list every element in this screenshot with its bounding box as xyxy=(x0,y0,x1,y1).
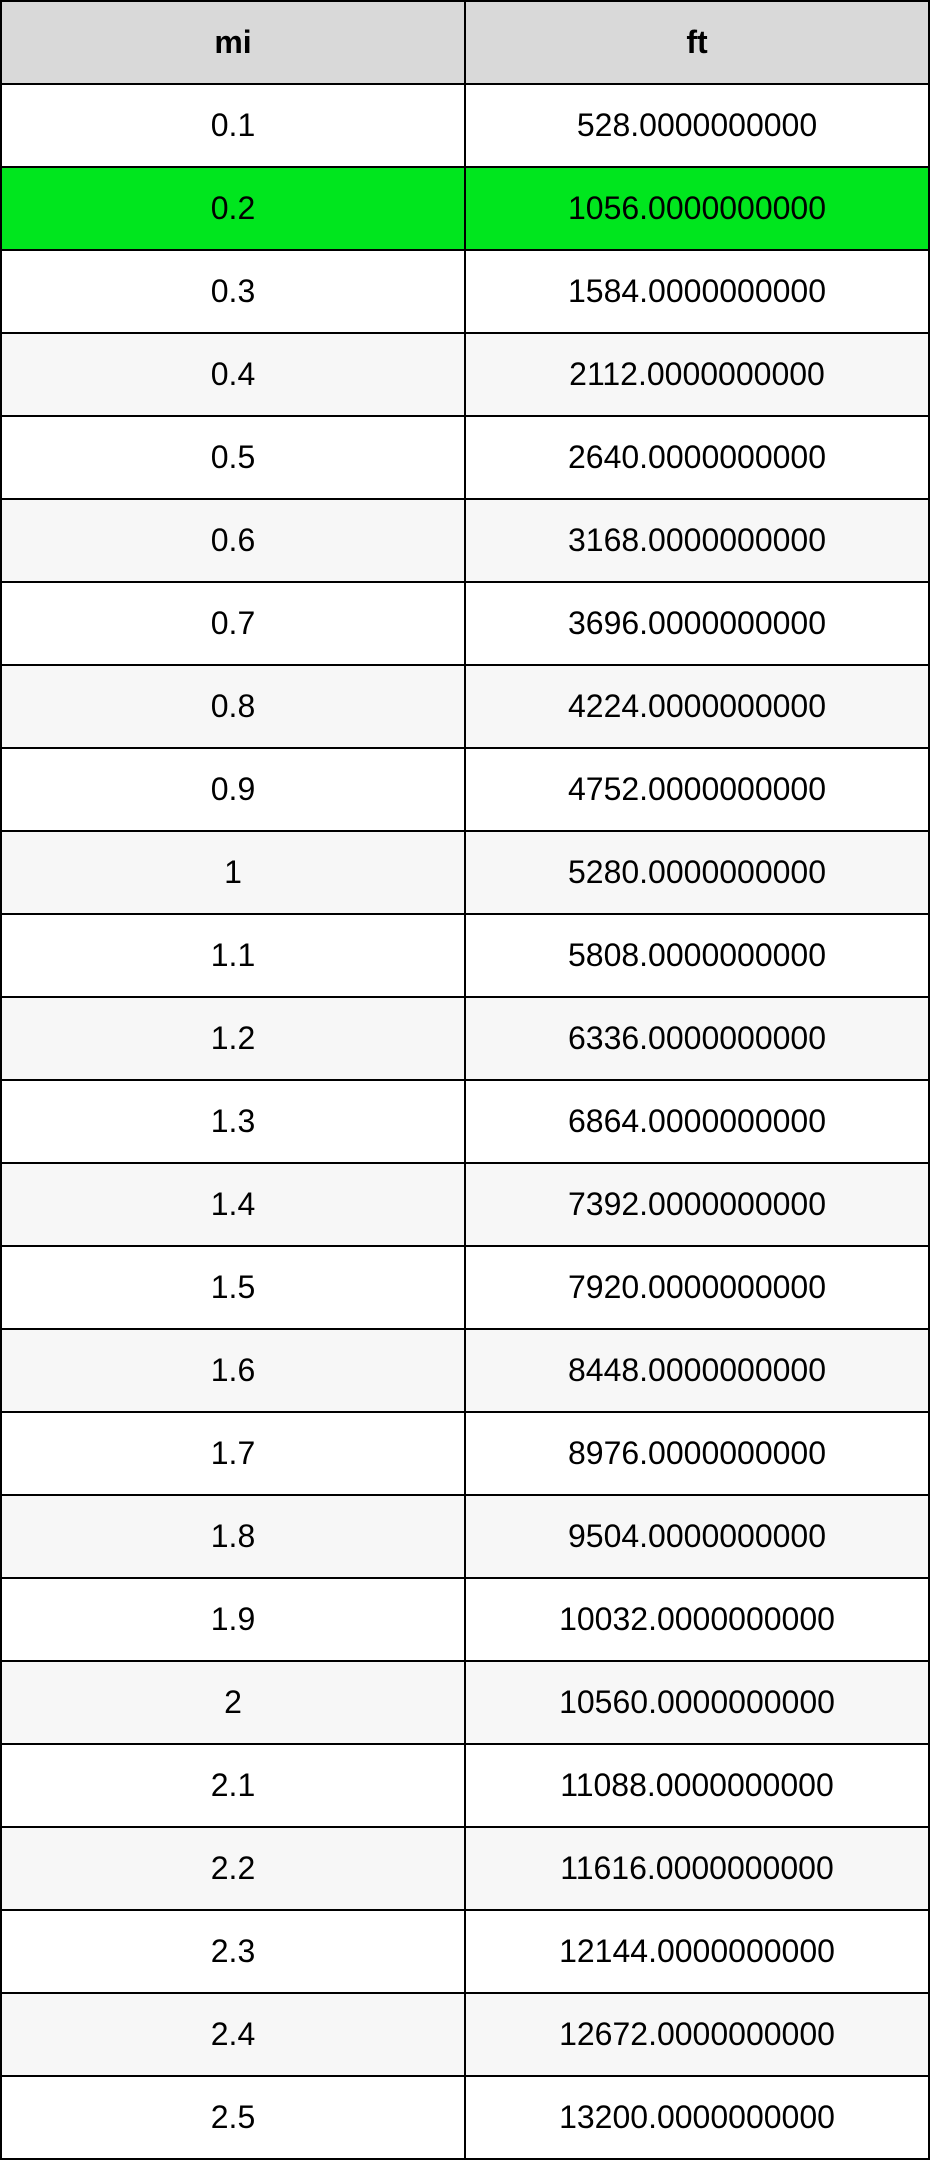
table-row: 0.42112.0000000000 xyxy=(1,333,929,416)
table-row: 0.21056.0000000000 xyxy=(1,167,929,250)
cell-ft: 11616.0000000000 xyxy=(465,1827,929,1910)
table-row: 0.31584.0000000000 xyxy=(1,250,929,333)
cell-ft: 6336.0000000000 xyxy=(465,997,929,1080)
cell-ft: 12672.0000000000 xyxy=(465,1993,929,2076)
cell-mi: 1.5 xyxy=(1,1246,465,1329)
table-row: 210560.0000000000 xyxy=(1,1661,929,1744)
table-row: 2.111088.0000000000 xyxy=(1,1744,929,1827)
cell-ft: 2112.0000000000 xyxy=(465,333,929,416)
cell-ft: 10560.0000000000 xyxy=(465,1661,929,1744)
cell-ft: 528.0000000000 xyxy=(465,84,929,167)
cell-ft: 9504.0000000000 xyxy=(465,1495,929,1578)
table-row: 1.57920.0000000000 xyxy=(1,1246,929,1329)
cell-ft: 1056.0000000000 xyxy=(465,167,929,250)
cell-ft: 7920.0000000000 xyxy=(465,1246,929,1329)
table-row: 0.63168.0000000000 xyxy=(1,499,929,582)
cell-ft: 2640.0000000000 xyxy=(465,416,929,499)
table-row: 2.513200.0000000000 xyxy=(1,2076,929,2159)
cell-ft: 3696.0000000000 xyxy=(465,582,929,665)
table-header-row: mi ft xyxy=(1,1,929,84)
column-header-ft: ft xyxy=(465,1,929,84)
table-row: 1.47392.0000000000 xyxy=(1,1163,929,1246)
table-row: 15280.0000000000 xyxy=(1,831,929,914)
cell-mi: 1.2 xyxy=(1,997,465,1080)
cell-mi: 2 xyxy=(1,1661,465,1744)
cell-mi: 0.7 xyxy=(1,582,465,665)
table-row: 1.68448.0000000000 xyxy=(1,1329,929,1412)
cell-mi: 1.9 xyxy=(1,1578,465,1661)
cell-mi: 1.6 xyxy=(1,1329,465,1412)
cell-mi: 1.7 xyxy=(1,1412,465,1495)
table-row: 0.52640.0000000000 xyxy=(1,416,929,499)
cell-ft: 7392.0000000000 xyxy=(465,1163,929,1246)
table-row: 1.910032.0000000000 xyxy=(1,1578,929,1661)
cell-mi: 0.2 xyxy=(1,167,465,250)
table-row: 0.73696.0000000000 xyxy=(1,582,929,665)
table-row: 1.89504.0000000000 xyxy=(1,1495,929,1578)
cell-mi: 0.4 xyxy=(1,333,465,416)
cell-mi: 1.4 xyxy=(1,1163,465,1246)
cell-ft: 4752.0000000000 xyxy=(465,748,929,831)
cell-mi: 0.9 xyxy=(1,748,465,831)
cell-ft: 1584.0000000000 xyxy=(465,250,929,333)
cell-ft: 5280.0000000000 xyxy=(465,831,929,914)
cell-ft: 12144.0000000000 xyxy=(465,1910,929,1993)
cell-mi: 2.1 xyxy=(1,1744,465,1827)
table-row: 0.1528.0000000000 xyxy=(1,84,929,167)
cell-mi: 0.1 xyxy=(1,84,465,167)
cell-ft: 8448.0000000000 xyxy=(465,1329,929,1412)
cell-mi: 1.3 xyxy=(1,1080,465,1163)
cell-ft: 8976.0000000000 xyxy=(465,1412,929,1495)
table-row: 2.211616.0000000000 xyxy=(1,1827,929,1910)
table-row: 2.412672.0000000000 xyxy=(1,1993,929,2076)
conversion-table: mi ft 0.1528.00000000000.21056.000000000… xyxy=(0,0,930,2160)
cell-mi: 0.8 xyxy=(1,665,465,748)
table-row: 1.78976.0000000000 xyxy=(1,1412,929,1495)
table-row: 0.84224.0000000000 xyxy=(1,665,929,748)
table-row: 0.94752.0000000000 xyxy=(1,748,929,831)
table-row: 1.36864.0000000000 xyxy=(1,1080,929,1163)
column-header-mi: mi xyxy=(1,1,465,84)
cell-ft: 10032.0000000000 xyxy=(465,1578,929,1661)
cell-mi: 1.8 xyxy=(1,1495,465,1578)
cell-mi: 2.5 xyxy=(1,2076,465,2159)
cell-mi: 2.3 xyxy=(1,1910,465,1993)
table-row: 1.15808.0000000000 xyxy=(1,914,929,997)
cell-ft: 5808.0000000000 xyxy=(465,914,929,997)
table-row: 2.312144.0000000000 xyxy=(1,1910,929,1993)
cell-mi: 2.2 xyxy=(1,1827,465,1910)
cell-ft: 11088.0000000000 xyxy=(465,1744,929,1827)
cell-ft: 13200.0000000000 xyxy=(465,2076,929,2159)
cell-ft: 4224.0000000000 xyxy=(465,665,929,748)
cell-mi: 0.3 xyxy=(1,250,465,333)
cell-ft: 6864.0000000000 xyxy=(465,1080,929,1163)
cell-mi: 0.6 xyxy=(1,499,465,582)
cell-ft: 3168.0000000000 xyxy=(465,499,929,582)
cell-mi: 1 xyxy=(1,831,465,914)
cell-mi: 1.1 xyxy=(1,914,465,997)
table-body: 0.1528.00000000000.21056.00000000000.315… xyxy=(1,84,929,2159)
table-row: 1.26336.0000000000 xyxy=(1,997,929,1080)
cell-mi: 2.4 xyxy=(1,1993,465,2076)
cell-mi: 0.5 xyxy=(1,416,465,499)
